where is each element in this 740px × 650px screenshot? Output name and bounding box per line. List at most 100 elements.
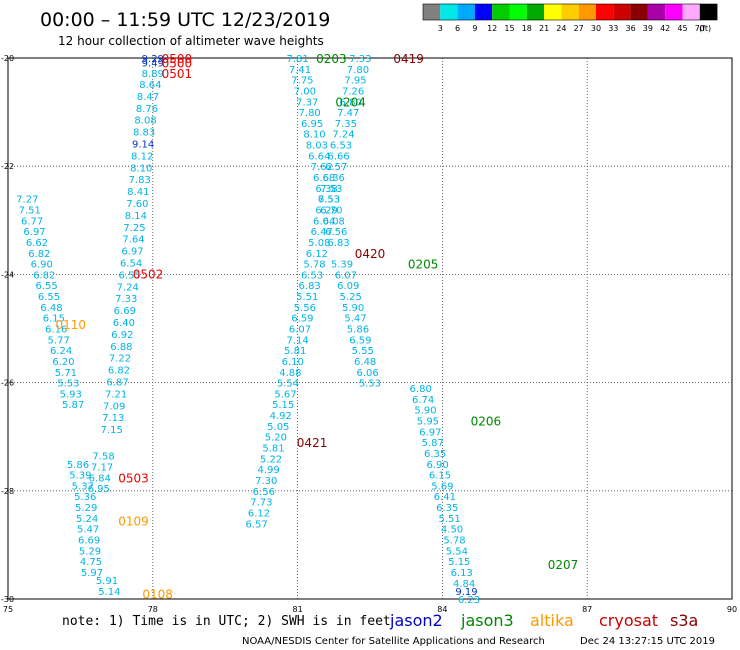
swh-value: 5.71: [55, 368, 77, 379]
swh-value: 6.57: [325, 162, 347, 173]
swh-value: 6.24: [50, 346, 72, 357]
axis-tick-labels: 75 78 81 84 87 90 -20 -22 -24 -26 -28 -30: [1, 54, 737, 614]
scale-tick-label: 18: [522, 24, 532, 33]
swh-value: 7.73: [250, 498, 272, 509]
scale-tick-label: 27: [574, 24, 584, 33]
track-0421: 5.545.675.154.925.055.205.815.224.997.30…: [245, 379, 299, 531]
swh-value: 7.35: [335, 119, 357, 130]
swh-value: 5.86: [67, 460, 89, 471]
track-0108: 5.915.14: [96, 576, 121, 598]
scale-swatch: [630, 4, 648, 20]
swh-value: 7.30: [255, 476, 277, 487]
swh-value: 5.90: [342, 303, 364, 314]
swh-value: 5.36: [74, 492, 96, 503]
y-tick-label: -30: [1, 595, 14, 604]
swh-value: 6.55: [35, 281, 57, 292]
track-0110: 7.277.516.776.976.626.826.906.826.556.55…: [16, 195, 84, 412]
swh-value: 7.17: [91, 462, 113, 473]
swh-value: 6.70: [320, 205, 342, 216]
pass-label: 0421: [297, 436, 328, 450]
swh-value: 7.80: [347, 65, 369, 76]
swh-value: 6.09: [337, 281, 359, 292]
scale-swatch: [613, 4, 631, 20]
scale-tick-label: 33: [608, 24, 618, 33]
swh-value: 5.51: [296, 292, 318, 303]
swh-value: 7.25: [123, 223, 145, 234]
swh-value: 5.53: [57, 379, 79, 390]
swh-value: 6.55: [118, 270, 140, 281]
swh-color-scale: 3 6 9 12 15 18 21 24 27 30 33 36 39 42 45 70(ft): [422, 3, 718, 33]
swh-value: 6.66: [327, 151, 349, 162]
swh-value: 4.88: [279, 368, 301, 379]
swh-value: 7.58: [92, 452, 114, 463]
swh-value: 8.12: [131, 151, 153, 162]
swh-value: 6.35: [436, 503, 458, 514]
swh-value: 5.81: [284, 346, 306, 357]
swh-value: 5.54: [277, 379, 299, 390]
pass-label: 0204: [335, 95, 366, 109]
swh-value: 6.82: [108, 366, 130, 377]
scale-border: [422, 3, 718, 21]
swh-value: 7.15: [101, 425, 123, 436]
swh-value: 8.64: [139, 80, 161, 91]
scale-tick-label: 6: [455, 24, 460, 33]
swh-value: 7.37: [296, 97, 318, 108]
swh-value: 5.39: [69, 471, 91, 482]
swh-value: 7.64: [122, 235, 144, 246]
swh-value: 7.21: [105, 389, 127, 400]
pass-label: 0500: [162, 56, 193, 70]
swh-value: 6.80: [410, 384, 432, 395]
swh-value: 6.83: [327, 238, 349, 249]
swh-value: 7.13: [102, 413, 124, 424]
swh-value: 6.41: [434, 492, 456, 503]
swh-value: 5.87: [62, 400, 84, 411]
scale-swatch: [474, 4, 493, 20]
plot-frame: [7, 57, 733, 600]
swh-value: 5.22: [260, 454, 282, 465]
pass-label: 0500: [162, 52, 193, 66]
swh-value: 5.55: [352, 346, 374, 357]
swh-value: 6.07: [289, 325, 311, 336]
swh-value: 7.27: [16, 195, 38, 206]
swh-value: 6.08: [323, 216, 345, 227]
track-0206-0207: 6.806.745.905.956.975.876.356.906.155.69…: [410, 384, 481, 606]
swh-value: 5.15: [448, 557, 470, 568]
swh-value: 7.83: [129, 175, 151, 186]
pass-label: 0420: [355, 247, 386, 261]
y-tick-label: -28: [1, 487, 14, 496]
swh-value: 5.20: [265, 433, 287, 444]
swh-value: 7.33: [115, 294, 137, 305]
swh-value: 6.69: [114, 306, 136, 317]
swh-value: 6.97: [121, 247, 143, 258]
pass-label: 0501: [162, 67, 193, 81]
swh-value: 7.24: [332, 130, 354, 141]
scale-swatch: [509, 4, 527, 20]
plot-grid: [8, 58, 732, 599]
y-tick-label: -22: [1, 162, 14, 171]
swh-value: 8.03: [306, 141, 328, 152]
scale-swatch: [561, 4, 579, 20]
swh-value: 8.83: [133, 128, 155, 139]
swh-value: 6.82: [33, 270, 55, 281]
swh-value: 8.89: [142, 69, 164, 80]
pass-label: 0206: [471, 414, 502, 428]
swh-value: 5.29: [75, 503, 97, 514]
scale-unit-label: (ft): [699, 24, 711, 33]
footer-note: note: 1) Time is in UTC; 2) SWH is in fe…: [62, 614, 391, 629]
swh-value: 6.55: [38, 292, 60, 303]
swh-value: 5.39: [331, 260, 353, 271]
swh-value: 5.77: [48, 335, 70, 346]
swh-value: 8.14: [125, 211, 147, 222]
pass-label: 0109: [118, 515, 149, 529]
swh-value: 6.59: [291, 314, 313, 325]
swh-value: 5.78: [443, 535, 465, 546]
track-0503: 7.587.176.846.95: [88, 452, 115, 495]
swh-value: 6.83: [299, 281, 321, 292]
swh-value: 7.53: [318, 195, 340, 206]
swh-value: 6.80: [340, 97, 362, 108]
pass-label: 0503: [118, 471, 149, 485]
x-tick-label: 75: [3, 605, 13, 614]
swh-value: 7.53: [320, 184, 342, 195]
swh-value: 6.56: [253, 487, 275, 498]
